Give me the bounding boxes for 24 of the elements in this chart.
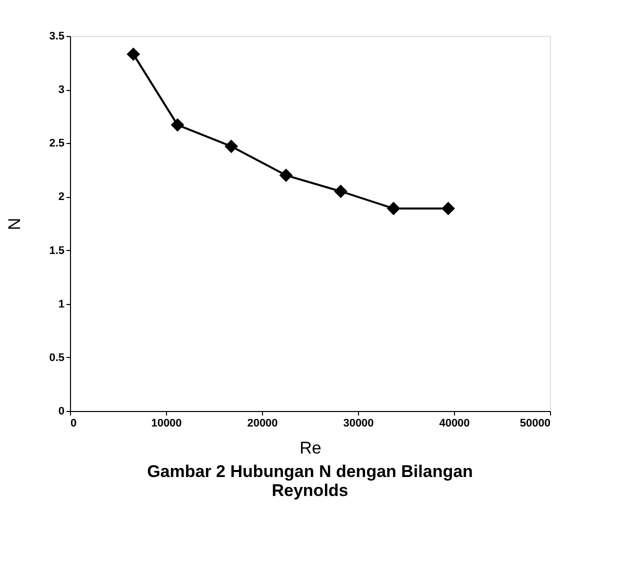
x-tick-label: 30000	[343, 418, 374, 430]
point	[386, 202, 400, 216]
point	[170, 118, 184, 132]
x-tick-label: 10000	[151, 418, 182, 430]
point	[334, 184, 348, 198]
x-tick-label: 40000	[439, 418, 470, 430]
y-tick-label: 3	[58, 84, 64, 96]
text: Gambar 2 Hubungan N dengan Bilangan Reynolds	[147, 462, 473, 500]
y-tick-label: 0	[58, 406, 64, 418]
x-tick-label: 50000	[520, 418, 550, 430]
y-tick-label: 2	[58, 191, 64, 204]
y-tick-label: 1.5	[49, 244, 64, 257]
point	[442, 202, 455, 216]
y-tick-label: 2.5	[49, 138, 64, 150]
y-tick-label: 3.5	[49, 30, 64, 42]
y-tick-label: 0.5	[49, 352, 64, 364]
x-tick-label: 20000	[247, 418, 278, 430]
y-axis-title: N	[5, 218, 24, 230]
y-tick-label: 1	[58, 298, 64, 310]
x-tick-label: 0	[70, 418, 77, 430]
x-axis-title: Re	[300, 438, 322, 458]
point	[224, 140, 238, 154]
point	[279, 168, 293, 182]
point	[126, 48, 140, 61]
